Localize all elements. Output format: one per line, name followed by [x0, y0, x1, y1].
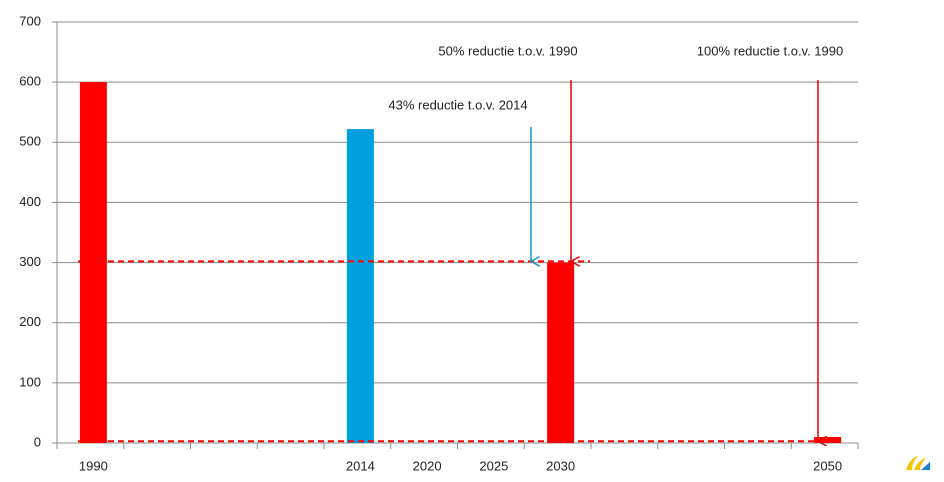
y-tick-label: 0	[34, 434, 41, 449]
x-tick-label: 2025	[479, 458, 508, 473]
x-tick-label: 2020	[413, 458, 442, 473]
annotation: 43% reductie t.o.v. 2014	[388, 97, 527, 112]
x-tick-label: 2050	[813, 458, 842, 473]
y-tick-label: 700	[19, 13, 41, 28]
bar	[814, 436, 842, 443]
y-tick-label: 100	[19, 374, 41, 389]
y-tick-label: 600	[19, 74, 41, 89]
y-tick-label: 500	[19, 134, 41, 149]
logo	[906, 456, 930, 470]
x-tick-label: 1990	[79, 458, 108, 473]
y-tick-label: 400	[19, 194, 41, 209]
bar	[346, 129, 374, 443]
y-tick-label: 200	[19, 314, 41, 329]
bar	[547, 262, 575, 443]
bar	[79, 82, 107, 444]
y-tick-label: 300	[19, 254, 41, 269]
annotation: 100% reductie t.o.v. 1990	[697, 43, 843, 58]
x-tick-label: 2030	[546, 458, 575, 473]
x-tick-label: 2014	[346, 458, 375, 473]
annotation: 50% reductie t.o.v. 1990	[438, 43, 577, 58]
